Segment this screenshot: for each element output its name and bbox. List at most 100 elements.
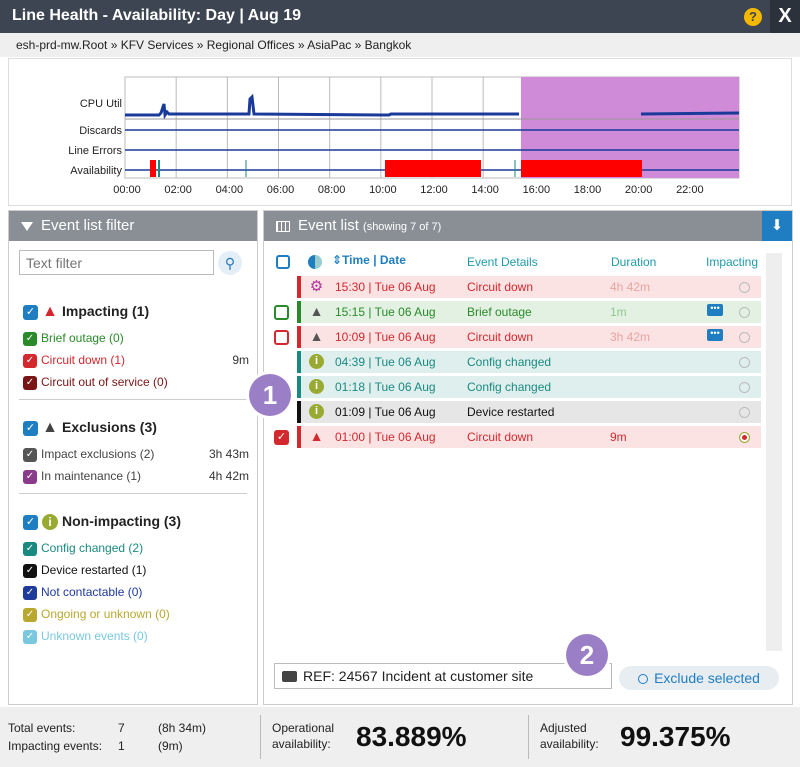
impacting-toggle[interactable]	[739, 357, 750, 368]
impacting-events-label: Impacting events:	[8, 739, 103, 753]
filter-item[interactable]: ✓ Device restarted (1)	[23, 561, 249, 579]
filter-item[interactable]: ✓ Ongoing or unknown (0)	[23, 605, 249, 623]
filter-item-checkbox[interactable]: ✓	[23, 585, 37, 600]
title-bar: Line Health - Availability: Day | Aug 19…	[0, 0, 800, 33]
event-row[interactable]: ▲ 10:09 | Tue 06 Aug Circuit down 3h 42m •••	[297, 326, 761, 348]
event-row[interactable]: i 01:18 | Tue 06 Aug Config changed	[297, 376, 761, 398]
event-duration: 3h 42m	[610, 330, 651, 344]
breadcrumb: esh-prd-mw.Root » KFV Services » Regiona…	[0, 33, 800, 57]
filter-item[interactable]: ✓ In maintenance (1) 4h 42m	[23, 467, 249, 485]
filter-item-checkbox[interactable]: ✓	[23, 541, 37, 556]
filter-item-checkbox[interactable]: ✓	[23, 629, 37, 644]
filter-group-0[interactable]: ✓ ▲ Impacting (1)	[23, 301, 149, 321]
row-color-bar	[297, 426, 301, 448]
close-button[interactable]: X	[770, 0, 800, 33]
text-filter-input[interactable]	[19, 250, 214, 275]
filter-group-1[interactable]: ✓ ▲ Exclusions (3)	[23, 417, 157, 437]
event-count: (showing 7 of 7)	[363, 221, 442, 233]
warning-icon: ▲	[42, 419, 58, 437]
filter-group-2[interactable]: ✓ i Non-impacting (3)	[23, 511, 181, 531]
graph-row-label: Line Errors	[68, 145, 122, 157]
group-label: Exclusions (3)	[62, 419, 157, 435]
row-select-checkbox[interactable]	[274, 305, 289, 320]
filter-item[interactable]: ✓ Unknown events (0)	[23, 627, 249, 645]
filter-item[interactable]: ✓ Circuit out of service (0)	[23, 373, 249, 391]
help-icon[interactable]: ?	[744, 8, 762, 26]
callout-badge-1: 1	[249, 374, 291, 416]
event-time: 01:18 | Tue 06 Aug	[335, 380, 436, 394]
time-tick-label: 00:00	[113, 184, 141, 196]
event-details: Circuit down	[467, 430, 534, 444]
cpu-series-2	[640, 111, 740, 116]
search-icon[interactable]: ⚲	[218, 251, 242, 275]
filter-item-checkbox[interactable]: ✓	[23, 331, 37, 346]
exclude-selected-label: Exclude selected	[654, 670, 760, 686]
total-duration-value: (8h 34m)	[158, 721, 207, 735]
filter-item-duration: 9m	[232, 353, 249, 367]
group-checkbox[interactable]: ✓	[23, 514, 38, 530]
filter-item[interactable]: ✓ Config changed (2)	[23, 539, 249, 557]
group-separator	[19, 399, 247, 400]
impacting-toggle[interactable]	[739, 332, 750, 343]
filter-item-checkbox[interactable]: ✓	[23, 607, 37, 622]
impacting-events-value: 1	[118, 739, 125, 753]
filter-item-label: Circuit out of service (0)	[41, 375, 168, 389]
impacting-toggle[interactable]	[739, 282, 750, 293]
comment-icon[interactable]: •••	[707, 329, 723, 341]
event-row[interactable]: ▲ 15:15 | Tue 06 Aug Brief outage 1m •••	[297, 301, 761, 323]
download-icon[interactable]: ⬇	[762, 211, 792, 241]
filter-item-checkbox[interactable]: ✓	[23, 375, 37, 390]
row-color-bar	[297, 276, 301, 298]
filter-item[interactable]: ✓ Impact exclusions (2) 3h 43m	[23, 445, 249, 463]
exclude-selected-button[interactable]: Exclude selected	[619, 666, 779, 690]
filter-item-checkbox[interactable]: ✓	[23, 353, 37, 368]
warning-icon: ▲	[309, 428, 324, 444]
filter-item-label: Circuit down (1)	[41, 353, 126, 367]
comment-icon[interactable]: •••	[707, 304, 723, 316]
row-color-bar	[297, 351, 301, 373]
event-time: 15:15 | Tue 06 Aug	[335, 305, 436, 319]
time-tick-label: 04:00	[216, 184, 244, 196]
filter-item[interactable]: ✓ Circuit down (1) 9m	[23, 351, 249, 369]
group-checkbox[interactable]: ✓	[23, 304, 38, 320]
cpu-series	[125, 93, 519, 120]
table-icon	[276, 220, 290, 232]
info-icon: i	[309, 354, 324, 369]
event-details: Circuit down	[467, 330, 534, 344]
scrollbar[interactable]	[766, 253, 782, 651]
impacting-toggle[interactable]	[739, 432, 750, 443]
time-tick-label: 12:00	[420, 184, 448, 196]
time-date-column-header[interactable]: ⇕Time | Date	[332, 253, 406, 267]
group-label: Non-impacting (3)	[62, 513, 181, 529]
event-row[interactable]: i 04:39 | Tue 06 Aug Config changed	[297, 351, 761, 373]
impacting-toggle[interactable]	[739, 382, 750, 393]
graph-row-label: CPU Util	[80, 98, 122, 110]
impacting-duration-value: (9m)	[158, 739, 183, 753]
impacting-toggle[interactable]	[739, 307, 750, 318]
filter-item-checkbox[interactable]: ✓	[23, 563, 37, 578]
filter-item-label: Not contactable (0)	[41, 585, 143, 599]
filter-item[interactable]: ✓ Brief outage (0)	[23, 329, 249, 347]
filter-item[interactable]: ✓ Not contactable (0)	[23, 583, 249, 601]
details-column-header[interactable]: Event Details	[467, 255, 538, 269]
row-select-checkbox[interactable]	[274, 330, 289, 345]
ref-note-field[interactable]: REF: 24567 Incident at customer site	[274, 663, 612, 689]
event-row[interactable]: ▲ 01:00 | Tue 06 Aug Circuit down 9m	[297, 426, 761, 448]
row-select-checkbox[interactable]: ✓	[274, 430, 289, 445]
filter-item-checkbox[interactable]: ✓	[23, 447, 37, 462]
event-row[interactable]: ⚙ 15:30 | Tue 06 Aug Circuit down 4h 42m	[297, 276, 761, 298]
event-list-panel: Event list (showing 7 of 7) ⬇ ⇕Time | Da…	[263, 210, 793, 705]
type-sort-icon[interactable]	[308, 255, 322, 269]
gear-icon: ⚙	[309, 278, 324, 295]
impacting-toggle[interactable]	[739, 407, 750, 418]
event-row[interactable]: i 01:09 | Tue 06 Aug Device restarted	[297, 401, 761, 423]
select-all-checkbox[interactable]	[276, 255, 290, 269]
filter-item-checkbox[interactable]: ✓	[23, 469, 37, 484]
filter-item-label: Unknown events (0)	[41, 629, 148, 643]
impacting-column-header[interactable]: Impacting	[706, 255, 759, 269]
warning-icon: ▲	[42, 303, 58, 321]
duration-column-header[interactable]: Duration	[611, 255, 657, 269]
adjusted-label-2: availability:	[540, 737, 599, 751]
group-checkbox[interactable]: ✓	[23, 420, 38, 436]
